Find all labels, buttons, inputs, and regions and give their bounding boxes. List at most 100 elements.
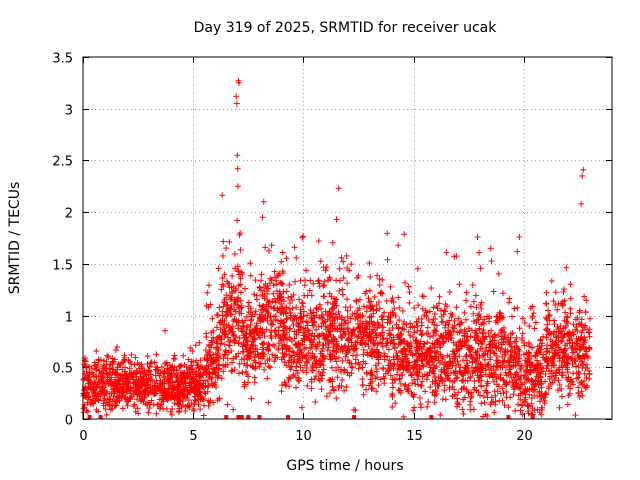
data-point	[168, 392, 175, 399]
data-point	[182, 379, 189, 386]
data-point	[180, 352, 187, 359]
data-point	[132, 388, 139, 395]
data-point	[164, 365, 171, 372]
data-point	[134, 369, 141, 376]
data-point	[174, 400, 181, 407]
data-point	[170, 386, 177, 393]
data-point	[146, 405, 153, 412]
data-point	[91, 390, 98, 397]
data-point	[124, 402, 131, 409]
data-point	[196, 339, 203, 346]
data-point	[167, 408, 174, 415]
data-point	[106, 402, 113, 409]
data-point	[100, 357, 107, 364]
data-point	[93, 348, 100, 355]
data-point	[85, 374, 92, 381]
x-tick-label: 20	[516, 429, 533, 444]
x-tick-label: 5	[189, 429, 197, 444]
data-point	[80, 405, 87, 412]
data-point	[210, 399, 217, 406]
data-point	[187, 389, 194, 396]
data-point	[153, 410, 160, 417]
data-point	[91, 379, 98, 386]
data-point	[116, 376, 123, 383]
data-point	[107, 376, 114, 383]
data-point	[109, 355, 116, 362]
data-point	[128, 360, 135, 367]
x-tick-label: 15	[406, 429, 423, 444]
data-point	[197, 406, 204, 413]
data-point	[170, 355, 177, 362]
data-point	[216, 395, 223, 402]
data-point	[205, 282, 212, 289]
data-point	[192, 357, 199, 364]
data-point	[153, 364, 160, 371]
data-point	[100, 400, 107, 407]
data-point	[197, 357, 204, 364]
data-point	[134, 405, 141, 412]
data-point	[202, 347, 209, 354]
data-point	[205, 397, 212, 404]
x-tick-label: 0	[79, 429, 87, 444]
y-tick-label: 2	[65, 207, 73, 222]
data-point	[179, 376, 186, 383]
data-point	[121, 354, 128, 361]
data-point	[186, 382, 193, 389]
x-axis-label: GPS time / hours	[286, 458, 403, 474]
y-tick-label: 3	[65, 104, 73, 119]
data-point	[163, 359, 170, 366]
data-point	[203, 362, 210, 369]
data-point	[138, 390, 145, 397]
data-point	[214, 340, 221, 347]
data-point	[86, 369, 93, 376]
data-point	[124, 378, 131, 385]
data-point	[215, 372, 222, 379]
data-point	[215, 265, 222, 272]
data-point	[171, 352, 178, 359]
data-point	[168, 411, 175, 418]
data-point	[203, 330, 210, 337]
data-point	[143, 379, 150, 386]
data-point	[160, 369, 167, 376]
data-point	[192, 397, 199, 404]
data-point	[196, 391, 203, 398]
data-point	[126, 365, 133, 372]
data-point	[136, 377, 143, 384]
data-point	[191, 388, 198, 395]
data-point	[151, 390, 158, 397]
data-point	[92, 362, 99, 369]
data-point	[95, 356, 102, 363]
data-point	[144, 360, 151, 367]
data-point	[116, 392, 123, 399]
data-point	[105, 353, 112, 360]
data-point	[204, 289, 211, 296]
data-point	[95, 397, 102, 404]
data-point	[202, 377, 209, 384]
zero-marker	[98, 415, 103, 419]
chart-title: Day 319 of 2025, SRMTID for receiver uca…	[194, 20, 498, 36]
data-point	[98, 369, 105, 376]
data-point	[182, 408, 189, 415]
data-point	[112, 402, 119, 409]
data-point	[189, 379, 196, 386]
data-point	[112, 347, 119, 354]
data-point	[143, 371, 150, 378]
data-point	[180, 381, 187, 388]
data-point	[122, 382, 129, 389]
data-point	[195, 401, 202, 408]
data-point	[106, 390, 113, 397]
data-point	[162, 327, 169, 334]
data-point	[86, 377, 93, 384]
y-axis-label: SRMTID / TECUs	[7, 182, 23, 295]
data-point	[125, 386, 132, 393]
data-point	[93, 406, 100, 413]
data-point	[209, 381, 216, 388]
data-point	[176, 389, 183, 396]
data-point	[173, 374, 180, 381]
data-point	[155, 367, 162, 374]
y-tick-label: 0	[65, 414, 73, 429]
data-point	[144, 390, 151, 397]
data-point	[201, 355, 208, 362]
data-point	[104, 352, 111, 359]
